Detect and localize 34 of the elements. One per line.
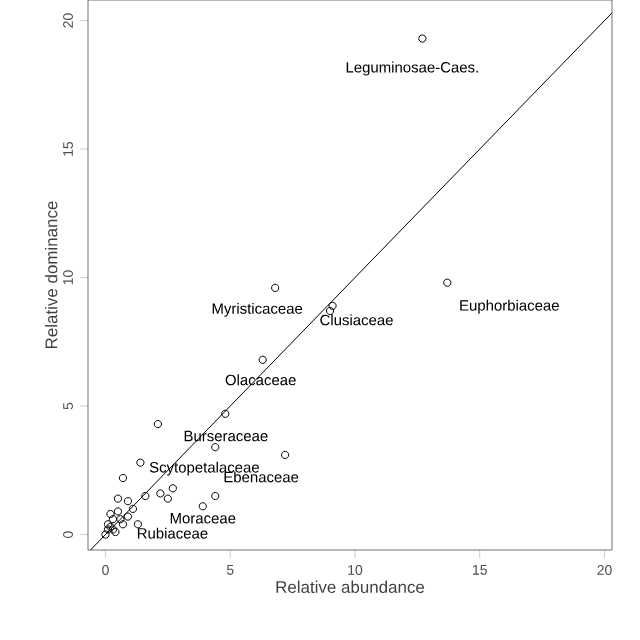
point	[106, 509, 115, 519]
point	[271, 283, 280, 292]
point	[221, 409, 230, 418]
point	[418, 34, 427, 43]
point	[113, 494, 123, 503]
point	[258, 355, 267, 364]
point	[118, 520, 128, 529]
point	[101, 530, 110, 539]
point	[168, 484, 177, 493]
point	[111, 527, 120, 537]
y-axis-title: Relative dominance	[44, 201, 58, 348]
point	[136, 458, 145, 467]
x-axis-title: Relative abundance	[276, 580, 425, 594]
point	[123, 512, 133, 521]
point	[116, 515, 125, 524]
point	[156, 489, 165, 498]
point	[211, 491, 220, 501]
point	[281, 450, 290, 460]
point	[128, 504, 138, 513]
point	[113, 507, 123, 516]
point	[141, 491, 150, 501]
point	[103, 525, 113, 534]
point	[443, 278, 452, 287]
point	[118, 473, 128, 483]
point	[108, 525, 118, 534]
point	[328, 301, 337, 310]
point	[108, 515, 118, 524]
point	[211, 443, 220, 452]
point	[123, 497, 133, 506]
point	[103, 520, 113, 529]
point	[106, 522, 115, 531]
point	[198, 502, 207, 511]
point	[163, 494, 172, 503]
point	[153, 419, 162, 429]
